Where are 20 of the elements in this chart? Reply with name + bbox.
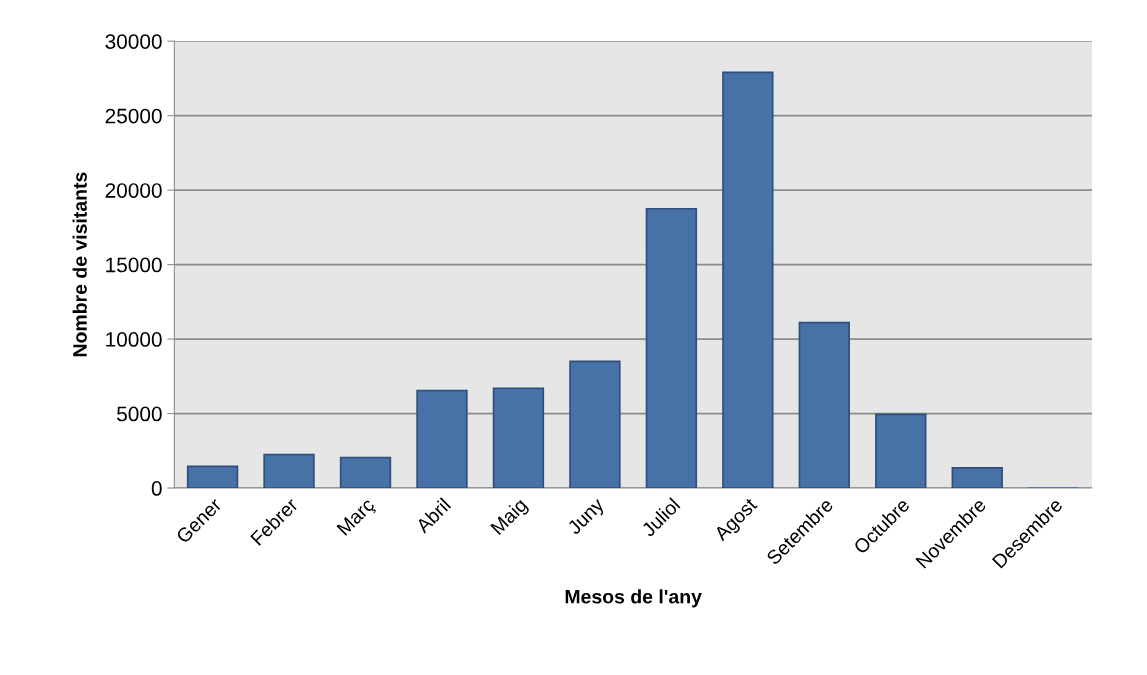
y-tick-label: 30000: [105, 34, 162, 49]
y-tick-label: 0: [151, 481, 162, 496]
bar: [492, 387, 545, 489]
bar: [416, 389, 468, 489]
y-tick-label: 10000: [106, 332, 162, 347]
bar: [645, 207, 698, 489]
bar: [569, 360, 621, 489]
y-axis-title: Nombre de visitants: [72, 172, 87, 357]
bar: [263, 453, 315, 489]
bar: [951, 467, 1003, 489]
y-tick-label: 25000: [105, 108, 162, 124]
x-axis-title: Mesos de l'any: [565, 589, 702, 608]
y-tick-label: 5000: [117, 406, 162, 422]
bar: [875, 413, 927, 489]
bar: [722, 71, 774, 489]
y-tick-label: 20000: [105, 183, 162, 198]
y-tick-label: 15000: [106, 257, 162, 273]
bar: [186, 465, 239, 489]
bar: [798, 321, 850, 489]
bar: [339, 456, 392, 489]
